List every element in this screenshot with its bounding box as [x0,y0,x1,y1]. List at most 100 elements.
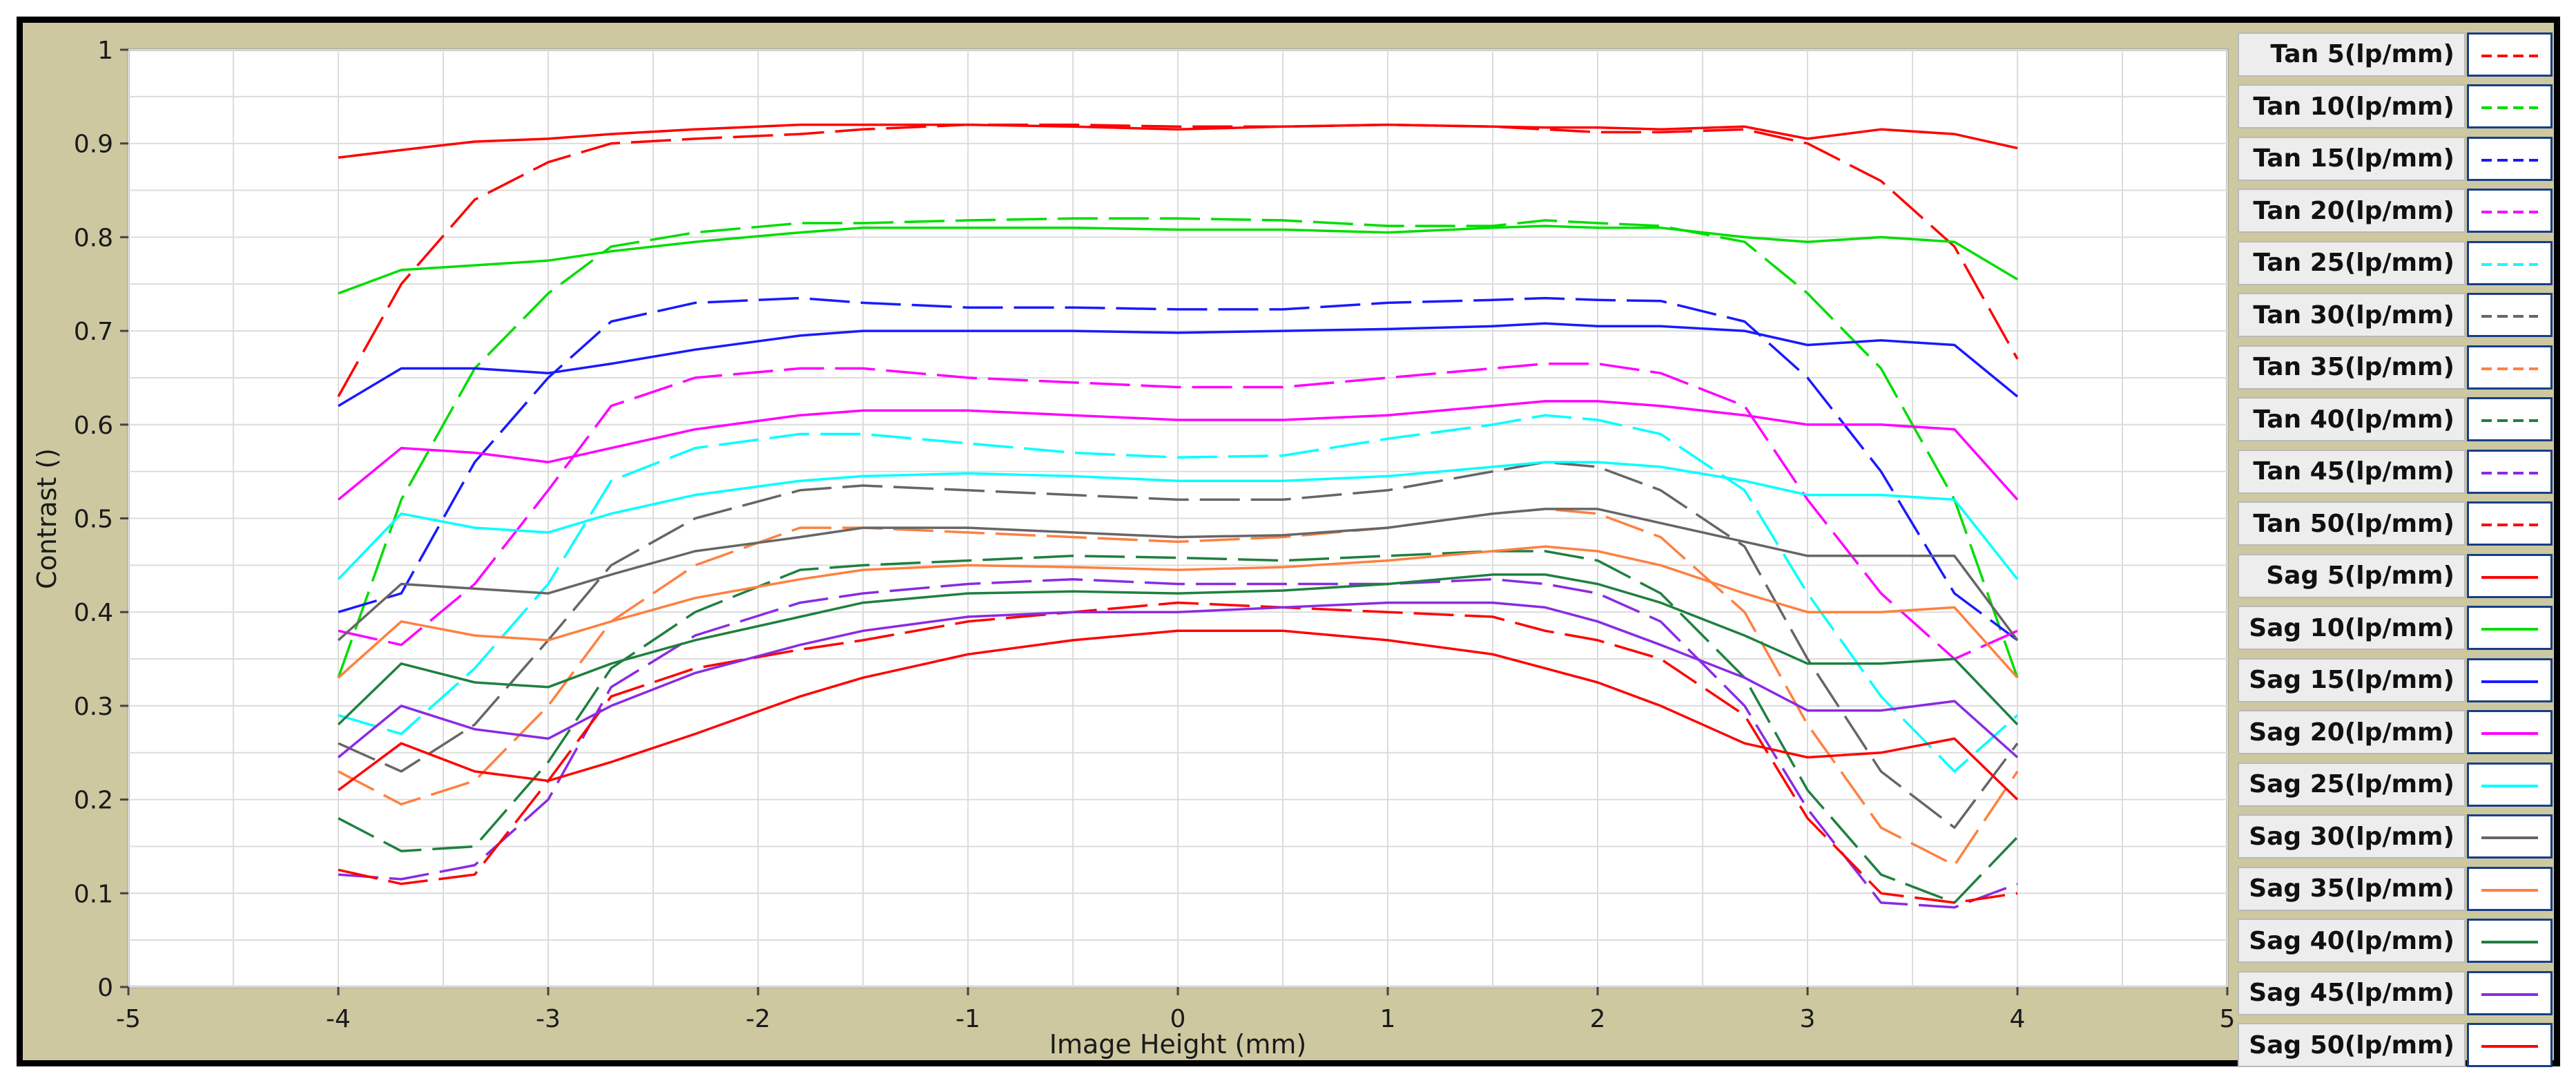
legend-item: Tan 20(lp/mm) [2238,185,2554,238]
series-line-sag-30-lp-mm [337,508,2019,642]
series-line-tan-50-lp-mm [338,601,2018,904]
y-tick-label: 0.3 [74,693,113,721]
legend-item: Tan 15(lp/mm) [2238,133,2554,185]
x-tick-label: 0 [1170,1005,1186,1033]
legend-swatch [2467,345,2553,390]
legend-label: Tan 25(lp/mm) [2238,240,2466,285]
chart-window: -5 -4 -3 -2 -1 0 1 2 3 4 5 0 0.1 0.2 0.3 0.4 0.5 0.6 0.7 0.… [17,17,2560,1068]
x-tick-label: -4 [326,1005,351,1033]
legend-item: Sag 20(lp/mm) [2238,707,2554,759]
legend-label: Sag 15(lp/mm) [2238,658,2466,702]
legend-item: Tan 10(lp/mm) [2238,81,2554,133]
y-tick-label: 0.2 [74,787,113,815]
series-line-tan-40-lp-mm [338,550,2019,904]
legend-item: Tan 5(lp/mm) [2238,28,2554,81]
series-line-tan-10-lp-mm [337,217,2019,678]
legend-label: Sag 10(lp/mm) [2238,606,2466,651]
legend-label: Sag 40(lp/mm) [2238,919,2466,964]
series-line-sag-50-lp-mm [337,629,2019,801]
legend-item: Tan 40(lp/mm) [2238,394,2554,446]
legend-item: Tan 45(lp/mm) [2238,445,2554,498]
legend-swatch [2467,1023,2553,1068]
series-line-tan-25-lp-mm [338,414,2019,773]
tick-labels: -5 -4 -3 -2 -1 0 1 2 3 4 5 0 0.1 0.2 0.3 0.4 0.5 0.6 0.7 0.… [74,37,2236,1033]
series-line-sag-45-lp-mm [337,601,2019,758]
x-tick-label: 5 [2220,1005,2236,1033]
series-line-tan-35-lp-mm [338,508,2019,867]
x-tick-label: -2 [746,1005,771,1033]
x-tick-label: -5 [116,1005,141,1033]
grid-lines [128,49,2228,988]
legend-label: Sag 25(lp/mm) [2238,762,2466,807]
x-tick-label: 4 [2010,1005,2026,1033]
legend-item: Sag 25(lp/mm) [2238,758,2554,811]
legend-swatch [2467,240,2553,285]
legend-item: Sag 30(lp/mm) [2238,811,2554,863]
legend-item: Sag 10(lp/mm) [2238,602,2554,655]
legend-item: Tan 25(lp/mm) [2238,237,2554,289]
legend: Tan 5(lp/mm) Tan 10(lp/mm) Tan 15(lp/mm) Ta… [2238,23,2554,1068]
legend-swatch [2467,189,2553,233]
legend-label: Tan 45(lp/mm) [2238,449,2466,494]
legend-label: Sag 45(lp/mm) [2238,970,2466,1015]
x-axis-title: Image Height (mm) [1049,1029,1306,1060]
y-tick-label: 0.8 [74,224,113,252]
legend-swatch [2467,293,2553,338]
y-tick-label: 0.7 [74,318,113,346]
legend-item: Tan 35(lp/mm) [2238,341,2554,394]
plot-panel: -5 -4 -3 -2 -1 0 1 2 3 4 5 0 0.1 0.2 0.3 0.4 0.5 0.6 0.7 0.… [23,23,2238,1060]
legend-label: Tan 5(lp/mm) [2238,32,2466,77]
legend-swatch [2467,919,2553,964]
legend-swatch [2467,553,2553,598]
legend-label: Tan 10(lp/mm) [2238,84,2466,129]
x-tick-label: 1 [1380,1005,1396,1033]
legend-swatch [2467,32,2553,77]
legend-item: Sag 45(lp/mm) [2238,967,2554,1019]
legend-swatch [2467,449,2553,494]
legend-label: Sag 30(lp/mm) [2238,814,2466,859]
series-line-sag-35-lp-mm [337,545,2019,679]
legend-swatch [2467,397,2553,442]
legend-label: Tan 50(lp/mm) [2238,501,2466,546]
series-line-sag-10-lp-mm [338,224,2018,295]
legend-label: Sag 20(lp/mm) [2238,710,2466,755]
y-tick-label: 1 [97,37,113,65]
legend-swatch [2467,84,2553,129]
y-axis-title: Contrast () [32,448,62,589]
series-line-tan-5-lp-mm [337,123,2019,397]
series-line-sag-5-lp-mm [338,123,2018,159]
series-line-sag-20-lp-mm [337,400,2019,501]
legend-swatch [2467,814,2553,859]
legend-swatch [2467,501,2553,546]
legend-item: Sag 15(lp/mm) [2238,654,2554,707]
y-tick-label: 0 [97,974,113,1002]
legend-label: Sag 5(lp/mm) [2238,553,2466,598]
legend-item: Sag 35(lp/mm) [2238,863,2554,915]
x-tick-label: -3 [536,1005,561,1033]
legend-label: Tan 40(lp/mm) [2238,397,2466,442]
series-line-tan-15-lp-mm [338,296,2019,642]
y-tick-label: 0.5 [74,506,113,534]
series-line-sag-15-lp-mm [338,322,2019,408]
legend-label: Tan 15(lp/mm) [2238,136,2466,181]
legend-item: Sag 50(lp/mm) [2238,1019,2554,1072]
series-line-tan-20-lp-mm [338,362,2018,660]
legend-swatch [2467,710,2553,755]
legend-label: Sag 50(lp/mm) [2238,1023,2466,1068]
legend-item: Sag 5(lp/mm) [2238,550,2554,602]
y-tick-label: 0.1 [74,880,113,908]
series-line-sag-40-lp-mm [337,573,2019,726]
x-tick-label: 2 [1590,1005,1606,1033]
legend-swatch [2467,970,2553,1015]
legend-label: Tan 35(lp/mm) [2238,345,2466,390]
x-tick-label: -1 [956,1005,980,1033]
legend-label: Sag 35(lp/mm) [2238,866,2466,911]
legend-swatch [2467,762,2553,807]
series-line-tan-45-lp-mm [338,577,2018,909]
series-lines [337,123,2019,909]
legend-label: Tan 20(lp/mm) [2238,189,2466,233]
legend-swatch [2467,658,2553,702]
mtf-line-chart: -5 -4 -3 -2 -1 0 1 2 3 4 5 0 0.1 0.2 0.3 0.4 0.5 0.6 0.7 0.… [32,37,2236,1060]
legend-label: Tan 30(lp/mm) [2238,293,2466,338]
legend-swatch [2467,606,2553,651]
